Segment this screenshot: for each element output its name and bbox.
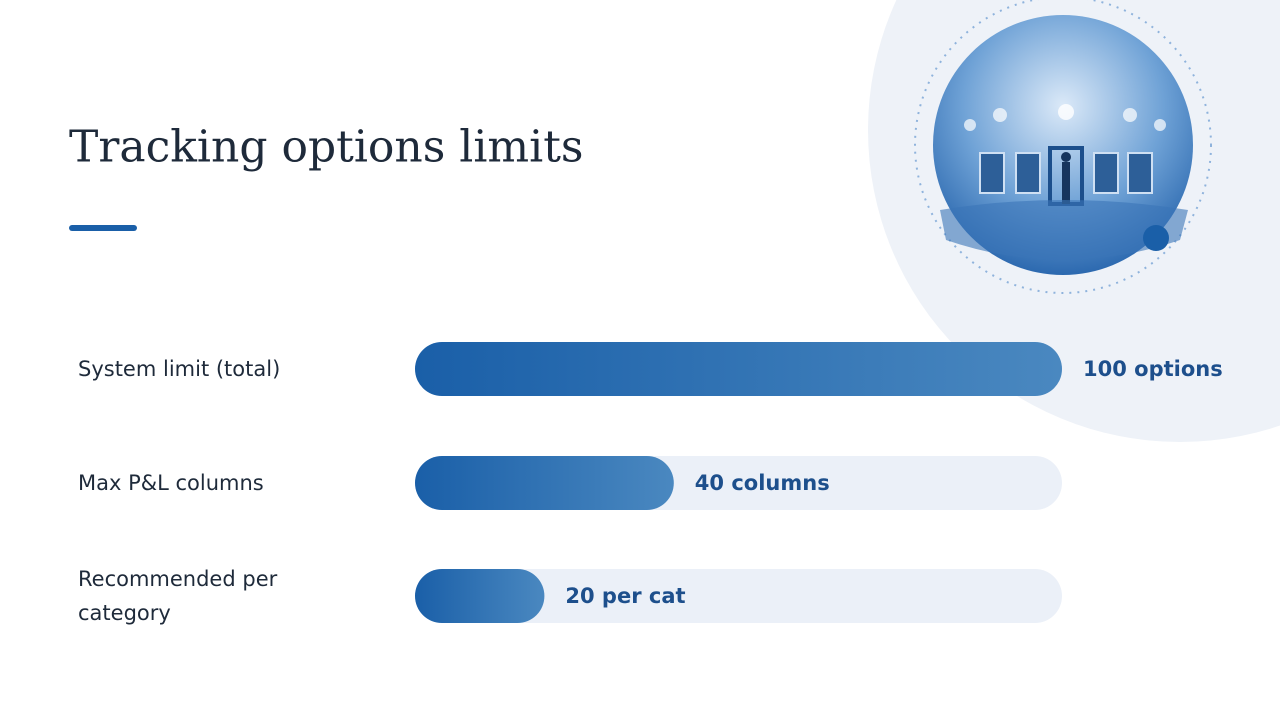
value-label: 20 per cat: [565, 584, 685, 608]
bar-track: [415, 569, 1062, 623]
illustration: [933, 15, 1193, 275]
bar: [415, 342, 1062, 396]
chart-title: Tracking options limits: [69, 122, 584, 173]
category-label: Max P&L columns: [78, 471, 264, 495]
dotted-ring: [914, 0, 1212, 294]
category-label: System limit (total): [78, 357, 281, 381]
category-label: Recommended per category: [78, 567, 278, 625]
bar: [415, 569, 545, 623]
value-label: 40 columns: [695, 471, 830, 495]
value-label: 100 options: [1083, 357, 1223, 381]
bar: [415, 456, 674, 510]
title-underline: [69, 225, 137, 231]
